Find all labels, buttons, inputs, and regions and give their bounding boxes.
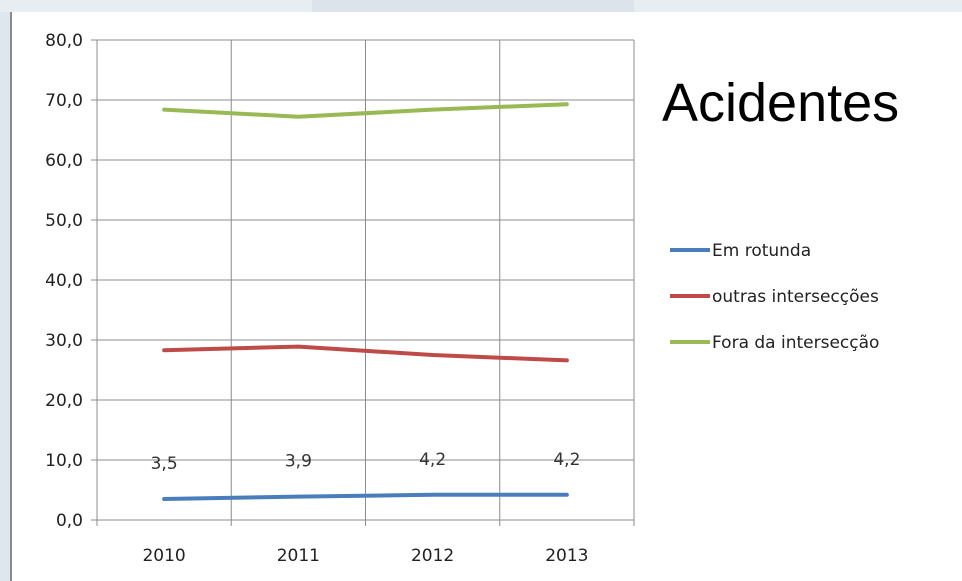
chart-grid — [91, 39, 635, 526]
y-tick-label: 70,0 — [45, 91, 83, 111]
x-tick-label: 2013 — [545, 546, 588, 566]
data-labels: 3,5 3,9 4,2 4,2 — [151, 450, 581, 474]
y-tick-label: 30,0 — [45, 331, 83, 351]
data-label: 4,2 — [419, 450, 446, 470]
y-tick-label: 40,0 — [45, 271, 83, 291]
chart-series — [162, 102, 569, 501]
top-tab — [312, 0, 634, 12]
data-label: 3,9 — [285, 452, 312, 472]
series-line — [162, 344, 569, 363]
x-tick-label: 2011 — [277, 546, 320, 566]
y-tick-label: 50,0 — [45, 211, 83, 231]
y-tick-label: 10,0 — [45, 451, 83, 471]
y-tick-label: 80,0 — [45, 31, 83, 51]
slide-title: Acidentes — [662, 73, 900, 133]
legend-label: Fora da intersecção — [712, 333, 879, 353]
y-axis-ticks: 0,0 10,0 20,0 30,0 40,0 50,0 60,0 70,0 80,0 — [45, 31, 83, 531]
y-tick-label: 20,0 — [45, 391, 83, 411]
chart-legend: Em rotunda outras intersecções Fora da int… — [670, 241, 879, 353]
data-label: 3,5 — [151, 454, 178, 474]
x-tick-label: 2010 — [142, 546, 185, 566]
series-line — [162, 492, 569, 501]
y-tick-label: 0,0 — [56, 511, 83, 531]
x-axis-ticks: 2010 2011 2012 2013 — [142, 546, 588, 566]
data-label: 4,2 — [553, 450, 580, 470]
legend-label: outras intersecções — [712, 287, 879, 307]
x-tick-label: 2012 — [411, 546, 454, 566]
series-line — [162, 102, 569, 119]
legend-label: Em rotunda — [712, 241, 811, 261]
window-top-strip — [0, 0, 962, 12]
y-tick-label: 60,0 — [45, 151, 83, 171]
